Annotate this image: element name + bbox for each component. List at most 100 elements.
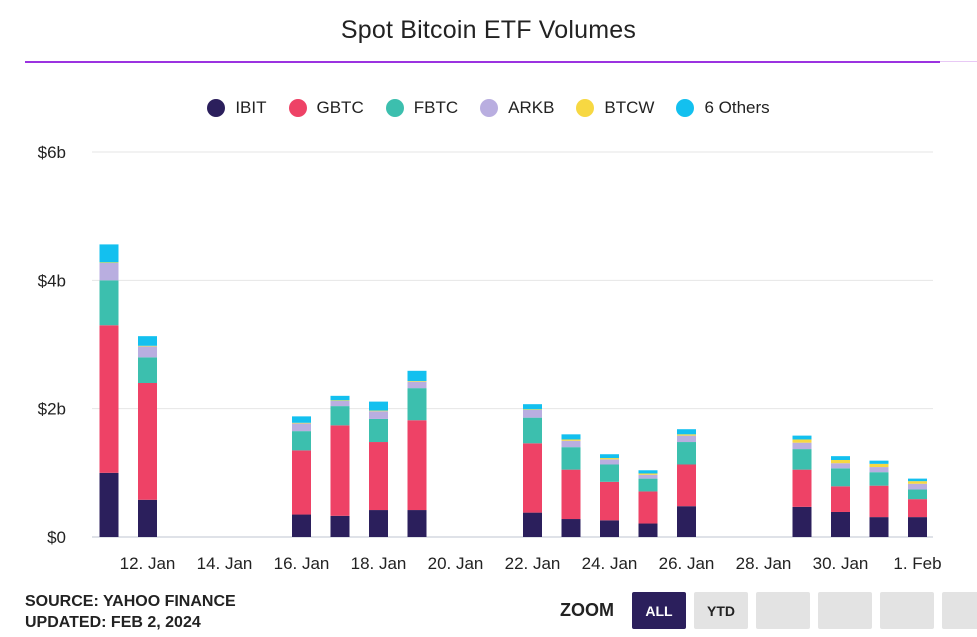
legend-label: GBTC — [316, 98, 364, 117]
bar-segment-btcw — [407, 381, 427, 382]
bar-segment-fbtc — [138, 357, 157, 383]
legend-swatch — [207, 99, 226, 117]
bar-segment-btcw — [677, 434, 696, 436]
bar-segment-fbtc — [831, 468, 850, 487]
title-divider-extension — [940, 61, 977, 62]
bar-segment-ibit — [407, 510, 427, 537]
bar-segment-btcw — [831, 460, 850, 464]
legend-label: BTCW — [604, 98, 655, 117]
bar-segment-btcw — [600, 458, 619, 460]
bar-segment-fbtc — [330, 406, 350, 426]
zoom-button-all[interactable]: ALL — [632, 592, 686, 629]
x-tick-label: 14. Jan — [197, 554, 253, 573]
legend-swatch — [385, 99, 404, 117]
bar-segment-gbtc — [330, 425, 350, 516]
zoom-label: ZOOM — [560, 600, 614, 620]
bar-segment-btcw — [638, 473, 658, 475]
bar-segment-ibit — [99, 472, 119, 537]
bar-segment-btcw — [792, 439, 812, 443]
bar-segment-btcw — [908, 481, 927, 484]
legend-item-btcw[interactable]: BTCW — [576, 98, 654, 118]
bar-segment-arkb — [831, 463, 850, 469]
bar-segment-gbtc — [638, 491, 658, 524]
bar-segment-6-others — [600, 454, 619, 459]
bar-segment-arkb — [523, 409, 542, 418]
bar-segment-6-others — [330, 395, 350, 401]
legend-item-arkb[interactable]: ARKB — [480, 98, 554, 118]
bar-segment-ibit — [292, 514, 311, 537]
zoom-button-5[interactable] — [880, 592, 934, 629]
zoom-controls: ZOOM ALL YTD — [560, 592, 977, 629]
bar-segment-6-others — [638, 470, 658, 474]
bar-segment-arkb — [792, 442, 812, 450]
bar-segment-arkb — [99, 263, 119, 281]
chart-title: Spot Bitcoin ETF Volumes — [340, 16, 637, 44]
bar-segment-btcw — [869, 463, 889, 468]
bar-segment-arkb — [600, 459, 619, 465]
bar-segment-btcw — [561, 439, 581, 441]
zoom-button-4[interactable] — [818, 592, 872, 629]
zoom-button-3[interactable] — [756, 592, 810, 629]
bar-segment-fbtc — [600, 464, 619, 482]
bar-segment-fbtc — [99, 280, 119, 326]
bar-segment-fbtc — [908, 489, 927, 500]
bar-segment-fbtc — [792, 449, 812, 470]
bar-segment-gbtc — [138, 383, 157, 500]
zoom-button-6[interactable] — [942, 592, 977, 629]
bar-segment-arkb — [292, 423, 311, 432]
bar-segment-btcw — [330, 400, 350, 401]
chart-legend: IBIT GBTC FBTC ARKB BTCW 6 Others — [0, 98, 977, 118]
bar-segment-gbtc — [600, 481, 619, 521]
bar-segment-gbtc — [792, 469, 812, 507]
legend-label: IBIT — [235, 98, 267, 117]
legend-item-ibit[interactable]: IBIT — [207, 98, 267, 118]
bar-segment-fbtc — [638, 478, 658, 492]
bar-segment-ibit — [523, 512, 542, 537]
bar-segment-ibit — [138, 499, 157, 537]
bar-segment-6-others — [407, 370, 427, 382]
title-divider — [25, 61, 940, 63]
bar-segment-6-others — [677, 429, 696, 435]
bar-segment-btcw — [369, 410, 388, 412]
legend-item-6-others[interactable]: 6 Others — [676, 98, 770, 118]
bar-segment-fbtc — [369, 418, 388, 443]
bar-segment-gbtc — [869, 485, 889, 518]
bar-segment-gbtc — [369, 442, 388, 511]
y-tick-label: $6b — [38, 143, 66, 162]
bar-segment-gbtc — [292, 450, 311, 515]
bar-segment-btcw — [292, 422, 311, 424]
zoom-button-ytd[interactable]: YTD — [694, 592, 748, 629]
bar-segment-6-others — [792, 435, 812, 440]
legend-item-fbtc[interactable]: FBTC — [385, 98, 458, 118]
bar-segment-gbtc — [99, 325, 119, 473]
bar-segment-ibit — [561, 519, 581, 537]
x-tick-label: 30. Jan — [813, 554, 869, 573]
legend-swatch — [480, 99, 499, 117]
bar-segment-6-others — [869, 460, 889, 464]
bar-segment-arkb — [638, 474, 658, 479]
updated-note: UPDATED: FEB 2, 2024 — [25, 614, 201, 631]
bar-segment-6-others — [369, 401, 388, 411]
x-tick-label: 20. Jan — [428, 554, 484, 573]
bar-segment-fbtc — [677, 442, 696, 465]
bar-segment-6-others — [908, 478, 927, 482]
legend-item-gbtc[interactable]: GBTC — [288, 98, 364, 118]
x-tick-label: 16. Jan — [274, 554, 330, 573]
x-tick-label: 24. Jan — [582, 554, 638, 573]
bar-segment-6-others — [561, 434, 581, 440]
bar-segment-gbtc — [908, 499, 927, 518]
bar-segment-gbtc — [407, 420, 427, 511]
bar-segment-ibit — [600, 520, 619, 537]
bar-segment-arkb — [330, 400, 350, 407]
legend-swatch — [288, 99, 307, 117]
bar-segment-fbtc — [523, 417, 542, 444]
source-note: SOURCE: YAHOO FINANCE — [25, 593, 236, 610]
y-tick-label: $4b — [38, 271, 66, 290]
legend-label: ARKB — [508, 98, 555, 117]
x-tick-label: 28. Jan — [736, 554, 792, 573]
x-tick-label: 12. Jan — [120, 554, 176, 573]
chart-footer: SOURCE: YAHOO FINANCE UPDATED: FEB 2, 20… — [25, 591, 236, 633]
y-tick-label: $2b — [38, 400, 66, 419]
bar-segment-ibit — [908, 517, 927, 537]
